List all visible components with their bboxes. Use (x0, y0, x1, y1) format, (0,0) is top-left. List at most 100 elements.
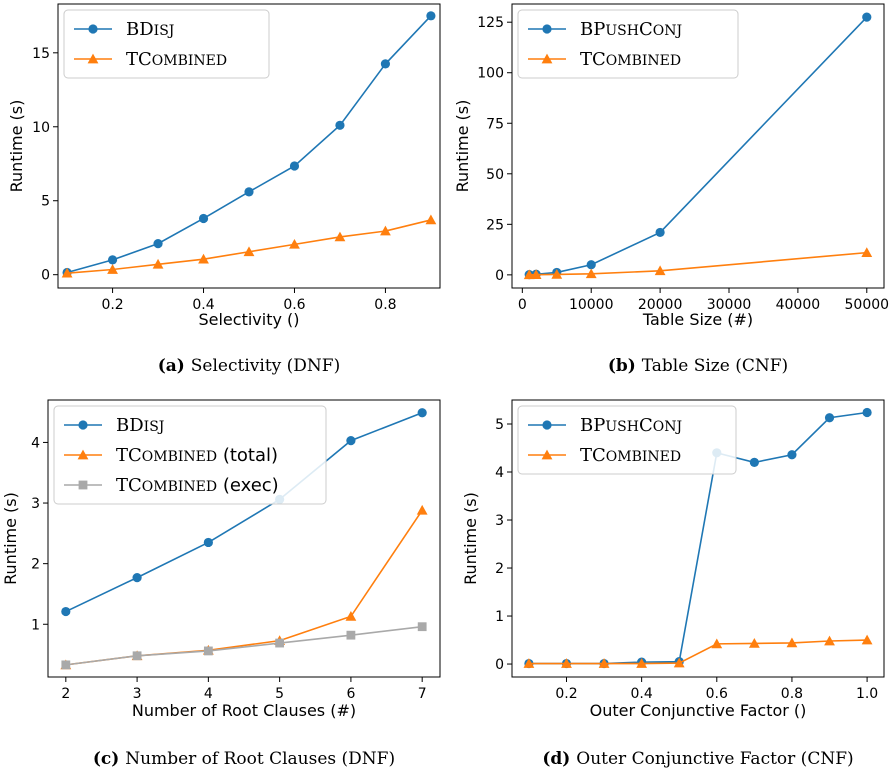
data-point (585, 268, 597, 279)
data-point (598, 658, 610, 668)
data-point (586, 260, 596, 270)
legend-label: TCOMBINED (580, 49, 681, 70)
series-line (529, 251, 867, 276)
chart-panel-2: 0 10000 20000 30000 40000 50000 0 25 50 75 100 125 T… (453, 3, 890, 376)
y-axis-label: Runtime (s) (7, 100, 26, 193)
legend: BDISJ TCOMBINED (total) TCOMBINED (exec) (53, 405, 327, 505)
data-point (380, 225, 391, 236)
y-tick-label: 1 (495, 609, 504, 625)
plot-frame (511, 3, 885, 289)
y-tick-label: 4 (31, 435, 40, 451)
data-point (417, 408, 427, 418)
legend-label: TCOMBINED (126, 49, 227, 70)
x-tick-label: 40000 (776, 297, 821, 313)
x-tick-label: 0.6 (283, 297, 305, 313)
x-tick-label: 0.8 (374, 297, 396, 313)
data-point (107, 264, 118, 274)
legend: BDISJ TCOMBINED (63, 9, 270, 79)
data-point (824, 413, 835, 423)
data-point (335, 120, 345, 130)
series-3 (61, 622, 427, 670)
legend-marker (542, 24, 552, 34)
data-point (417, 622, 427, 632)
x-tick-label: 3 (133, 686, 142, 702)
legend-label: BPUSHCONJ (580, 415, 682, 436)
data-point (203, 646, 213, 656)
series-line (65, 509, 423, 666)
y-axis-label: Runtime (s) (461, 492, 480, 585)
y-tick-label: 4 (495, 465, 504, 481)
data-point (132, 572, 142, 583)
series-2 (61, 214, 437, 278)
data-point (334, 231, 346, 242)
y-tick-label: 5 (495, 417, 504, 433)
data-point (654, 265, 666, 276)
y-tick-label: 100 (477, 66, 504, 82)
y-tick-label: 5 (41, 194, 50, 210)
series-line (528, 639, 868, 665)
y-tick-label: 3 (31, 496, 40, 512)
data-point (61, 267, 73, 278)
data-point (636, 658, 648, 668)
x-tick-label: 7 (418, 686, 427, 702)
data-point (523, 658, 535, 668)
x-tick-label: 2 (61, 686, 70, 702)
data-point (523, 269, 535, 280)
legend-marker (542, 420, 552, 430)
y-tick-label: 1 (31, 617, 40, 633)
series-2 (523, 634, 873, 668)
legend-label: BDISJ (116, 415, 164, 436)
data-point (749, 457, 759, 468)
x-axis-label: Number of Root Clauses (#) (132, 701, 356, 720)
data-point (748, 637, 760, 648)
x-tick-label: 0.8 (781, 686, 803, 702)
data-point (862, 407, 872, 418)
subfigure-caption: (c) Number of Root Clauses (DNF) (93, 749, 395, 769)
legend-marker (87, 53, 99, 64)
data-point (416, 504, 428, 515)
data-point (673, 657, 685, 668)
plot-frame (57, 3, 441, 289)
legend-label: TCOMBINED (exec) (116, 475, 279, 496)
chart-panel-1: 0.2 0.4 0.6 0.8 0 5 10 15 Selectivity () Runtime … (7, 3, 441, 376)
x-tick-label: 5 (275, 686, 284, 702)
data-point (861, 634, 873, 645)
data-point (787, 450, 797, 460)
y-tick-label: 25 (486, 217, 504, 233)
legend-label: BDISJ (126, 19, 174, 40)
legend-marker (541, 53, 553, 64)
series-line (65, 411, 423, 613)
data-point (824, 635, 835, 646)
data-point (345, 610, 357, 621)
data-point (426, 11, 436, 21)
data-point (198, 253, 209, 264)
x-tick-label: 0.4 (631, 686, 653, 702)
data-point (244, 187, 254, 197)
data-point (561, 658, 572, 668)
data-point (275, 638, 285, 648)
legend-marker (78, 480, 88, 490)
legend-box (63, 9, 270, 79)
data-point (61, 606, 71, 617)
y-tick-label: 2 (495, 561, 504, 577)
y-tick-label: 125 (477, 15, 504, 31)
x-tick-label: 0.4 (192, 297, 214, 313)
data-point (198, 213, 209, 224)
legend-marker (88, 24, 98, 34)
legend-box (517, 405, 737, 475)
data-point (153, 239, 163, 249)
series-line (65, 625, 423, 666)
data-point (203, 537, 213, 548)
x-tick-label: 50000 (845, 297, 890, 313)
chart-panel-4: 0.2 0.4 0.6 0.8 1.0 0 1 2 3 4 5 Outer Conjunctive F… (461, 399, 885, 769)
x-tick-label: 20000 (638, 297, 683, 313)
subfigure-caption: (b) Table Size (CNF) (608, 356, 788, 376)
subfigure-caption: (a) Selectivity (DNF) (158, 356, 340, 376)
series-2 (523, 247, 873, 280)
y-tick-label: 10 (32, 120, 50, 136)
y-tick-label: 0 (495, 657, 504, 673)
legend: BPUSHCONJ TCOMBINED (517, 405, 737, 475)
legend-marker (78, 420, 88, 430)
legend-marker (541, 449, 553, 460)
